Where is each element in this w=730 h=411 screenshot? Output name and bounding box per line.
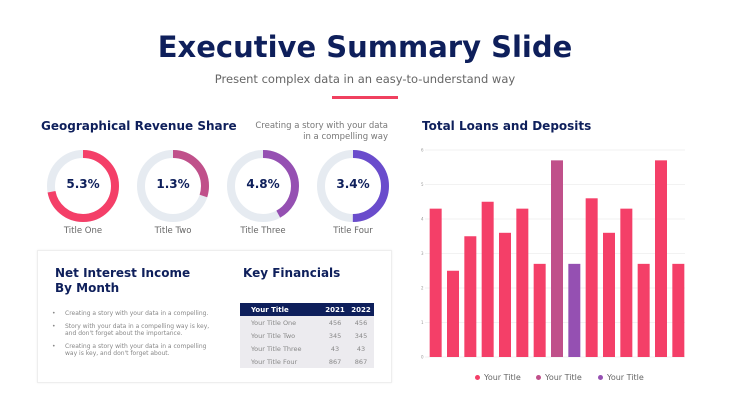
- header-cell: 2022: [348, 303, 374, 316]
- bar: [585, 198, 598, 357]
- table-row: Your Title One 456 456: [240, 316, 374, 329]
- accent-divider: [332, 96, 398, 99]
- financials-table: Your Title 2021 2022 Your Title One 456 45…: [240, 303, 374, 368]
- cell: 867: [348, 355, 374, 368]
- bar: [516, 208, 529, 357]
- legend-label: Your Title: [607, 373, 644, 382]
- cell: 43: [322, 342, 349, 355]
- cell: 456: [322, 316, 349, 329]
- donut-label: Title Three: [240, 226, 286, 236]
- nii-title-line1: Net Interest Income: [55, 266, 191, 280]
- legend-label: Your Title: [484, 373, 521, 382]
- chart-title: Total Loans and Deposits: [422, 119, 592, 133]
- cell: 345: [322, 329, 349, 342]
- legend-dot-icon: [475, 375, 480, 380]
- donut-chart: [137, 150, 209, 222]
- bar: [551, 160, 563, 357]
- nii-bullets: Creating a story with your data in a com…: [52, 310, 217, 363]
- legend-dot-icon: [536, 375, 541, 380]
- donut-arc: [47, 150, 119, 222]
- cell: 43: [348, 342, 374, 355]
- cell: Your Title Three: [240, 342, 323, 355]
- bullet-item: Creating a story with your data in a com…: [52, 343, 217, 358]
- bar: [568, 263, 581, 357]
- nii-financials-card: [37, 250, 392, 383]
- y-tick-label: 1: [421, 320, 424, 325]
- bar: [481, 201, 494, 357]
- donut-value: 4.8%: [246, 177, 280, 191]
- slide-title: Executive Summary Slide: [157, 30, 573, 64]
- donut-label: Title One: [63, 226, 103, 236]
- cell: Your Title One: [240, 316, 323, 329]
- donut-chart: [227, 150, 299, 222]
- table-row: Your Title Four 867 867: [240, 355, 374, 368]
- y-tick-label: 6: [421, 148, 424, 153]
- header-cell: 2021: [322, 303, 349, 316]
- legend-label: Your Title: [545, 373, 582, 382]
- cell: Your Title Two: [240, 329, 323, 342]
- bar: [603, 232, 615, 357]
- cell: 345: [348, 329, 374, 342]
- header-cell: Your Title: [240, 303, 323, 316]
- legend-item: Your Title: [598, 373, 644, 382]
- bar: [672, 263, 685, 357]
- nii-title: Net Interest Income By Month: [55, 266, 190, 296]
- y-tick-label: 5: [421, 182, 424, 187]
- table-row: Your Title Three 43 43: [240, 342, 374, 355]
- donut-label: Title Two: [154, 226, 192, 236]
- table-row: Your Title Two 345 345: [240, 329, 374, 342]
- cell: 456: [348, 316, 374, 329]
- geo-title: Geographical Revenue Share: [41, 119, 237, 133]
- nii-title-line2: By Month: [55, 281, 120, 295]
- bar: [464, 236, 477, 357]
- y-tick-label: 4: [421, 217, 424, 222]
- donut-arc: [227, 150, 299, 222]
- bullet-item: Story with your data in a compelling way…: [52, 323, 217, 338]
- cell: 867: [322, 355, 349, 368]
- y-tick-label: 2: [421, 286, 424, 291]
- bar: [655, 160, 667, 357]
- donut-chart: [47, 150, 119, 222]
- donut-arc: [317, 150, 389, 222]
- donut-value: 1.3%: [156, 177, 190, 191]
- bar: [499, 232, 511, 357]
- donut-chart: [317, 150, 389, 222]
- financials-title: Key Financials: [243, 266, 341, 280]
- y-tick-label: 0: [421, 355, 424, 360]
- bar: [637, 263, 650, 357]
- bar: [620, 208, 633, 357]
- legend-item: Your Title: [536, 373, 582, 382]
- slide-subtitle: Present complex data in an easy-to-under…: [214, 72, 516, 86]
- donut-arc: [137, 150, 209, 222]
- cell: Your Title Four: [240, 355, 323, 368]
- donut-value: 3.4%: [336, 177, 370, 191]
- table-header-row: Your Title 2021 2022: [240, 303, 374, 316]
- bullet-item: Creating a story with your data in a com…: [52, 310, 217, 318]
- legend-dot-icon: [598, 375, 603, 380]
- bar: [533, 263, 546, 357]
- loans-deposits-chart: 0 1 2 3 4 5 6: [421, 148, 685, 360]
- legend-item: Your Title: [475, 373, 521, 382]
- bar: [447, 270, 459, 357]
- geo-note: Creating a story with your data in a com…: [255, 121, 388, 142]
- donut-label: Title Four: [333, 226, 373, 236]
- donut-value: 5.3%: [66, 177, 100, 191]
- y-tick-label: 3: [421, 251, 424, 256]
- bar: [429, 208, 442, 357]
